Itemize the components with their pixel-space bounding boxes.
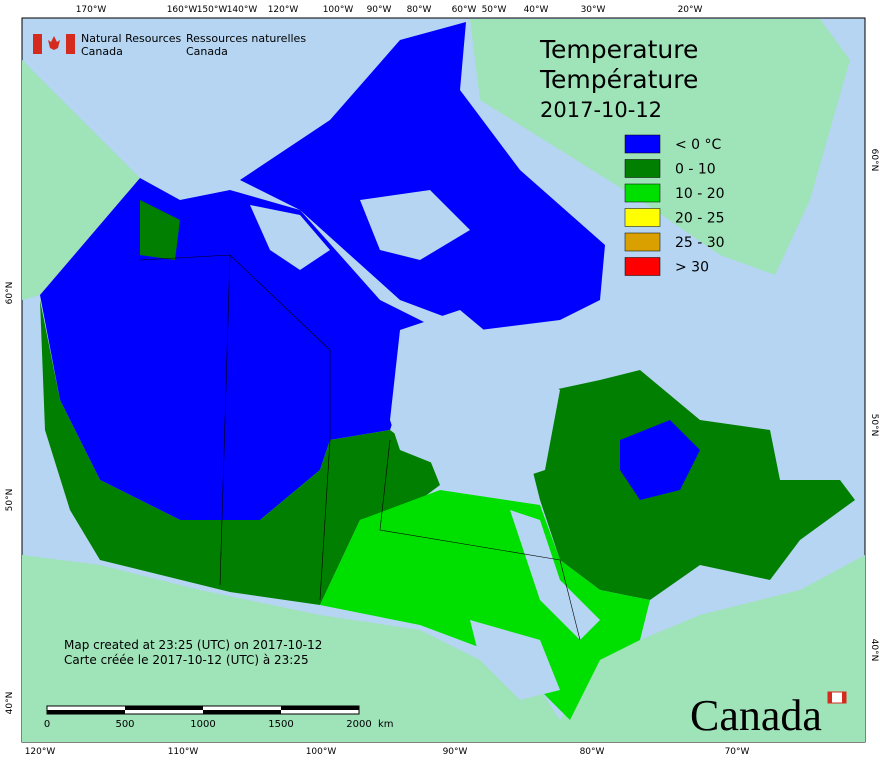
agency-en: Natural Resources (81, 32, 182, 45)
footer: Map created at 23:25 (UTC) on 2017-10-12 (64, 638, 322, 652)
legend-swatch (624, 257, 661, 276)
wordmark: Canada (690, 691, 847, 740)
scale-seg (47, 710, 125, 714)
zone-0-10 (530, 370, 855, 600)
legend-swatch (624, 134, 661, 154)
scale-label: 1500 (268, 719, 293, 730)
lon-label: 170°W (76, 5, 107, 15)
zone-0-10 (40, 300, 440, 605)
agency: Natural Resources Canada Ressources natu… (33, 32, 306, 58)
hudson-bay (390, 310, 560, 485)
lon-label: 20°W (678, 5, 703, 15)
lon-label: 80°W (580, 747, 605, 757)
legend: < 0 °C 0 - 10 10 - 20 20 - 25 25 - 30 > 30 (624, 134, 725, 276)
lon-label: 60°W (452, 5, 477, 15)
scale-label: 500 (115, 719, 134, 730)
footer: Carte créée le 2017-10-12 (UTC) à 23:25 (64, 653, 309, 667)
graticule-labels: 170°W 160°W 150°W 140°W 120°W 100°W 90°W 80°W 60… (5, 5, 879, 757)
agency-fr: Canada (186, 45, 228, 58)
flag-bar (842, 692, 846, 703)
title: Temperature (539, 35, 698, 64)
scale-label: 2000 (346, 719, 371, 730)
scale-seg (281, 706, 359, 710)
lon-label: 30°W (581, 5, 606, 15)
channel (360, 190, 470, 260)
lon-label: 80°W (407, 5, 432, 15)
legend-swatch (624, 232, 661, 252)
flag-bar (66, 34, 75, 54)
zone-10-20 (320, 490, 650, 720)
scale-label: 1000 (190, 719, 215, 730)
lon-label: 110°W (168, 747, 199, 757)
lon-label: 140°W (227, 5, 258, 15)
agency-en: Canada (81, 45, 123, 58)
great-lakes (470, 620, 560, 700)
lon-label: 40°W (524, 5, 549, 15)
boundary (379, 439, 581, 641)
flag-bar (828, 692, 832, 703)
lat-label: 60°N (5, 282, 15, 305)
lat-label: 40°N (5, 692, 15, 715)
lat-label: 50°N (5, 489, 15, 512)
scale-label: 0 (44, 719, 50, 730)
title: Température (539, 65, 698, 94)
zone-below-0 (620, 420, 700, 500)
legend-swatch (624, 208, 661, 227)
arctic (240, 22, 605, 330)
flag-bar (33, 34, 42, 54)
agency-fr: Ressources naturelles (186, 32, 306, 45)
canada-wordmark: Canada (690, 691, 822, 740)
lon-label: 120°W (268, 5, 299, 15)
lon-label: 100°W (306, 747, 337, 757)
usa (22, 555, 865, 742)
lon-label: 100°W (323, 5, 354, 15)
boundary (219, 254, 231, 586)
lat-label: 40°N (869, 639, 879, 662)
lat-label: 60°N (869, 149, 879, 172)
scale-seg (125, 706, 203, 710)
zone-below-0 (90, 320, 250, 500)
lon-label: 160°W (167, 5, 198, 15)
lon-label: 150°W (197, 5, 228, 15)
zone-0-10 (140, 200, 180, 260)
legend-label: 25 - 30 (675, 235, 725, 251)
legend-swatch (624, 183, 661, 203)
basemap (22, 19, 865, 742)
scale-unit: km (378, 719, 394, 730)
legend-label: 10 - 20 (675, 186, 725, 202)
channel (250, 205, 330, 270)
legend-label: 20 - 25 (675, 211, 725, 227)
lon-label: 70°W (725, 747, 750, 757)
legend-label: 0 - 10 (675, 162, 716, 178)
maple-leaf (48, 36, 60, 50)
boundary (139, 254, 331, 601)
legend-label: > 30 (675, 260, 709, 276)
alaska (22, 60, 140, 300)
lon-label: 90°W (367, 5, 392, 15)
lon-label: 90°W (443, 747, 468, 757)
lon-label: 50°W (482, 5, 507, 15)
legend-swatch (624, 159, 661, 178)
lat-label: 50°N (869, 414, 879, 437)
great-lakes (510, 510, 600, 640)
lon-label: 120°W (25, 747, 56, 757)
legend-label: < 0 °C (675, 137, 722, 153)
scale-bar: 0 500 1000 1500 2000 km (44, 705, 394, 730)
scale-seg (203, 710, 281, 714)
date: 2017-10-12 (540, 98, 662, 122)
